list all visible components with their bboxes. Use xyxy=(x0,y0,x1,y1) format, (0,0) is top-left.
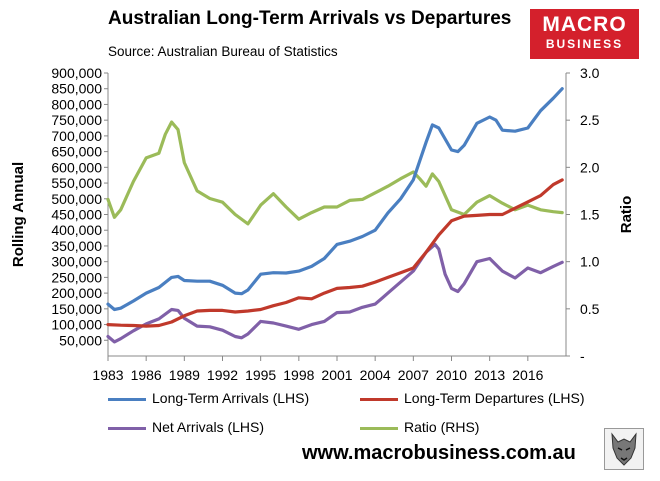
legend-item-departures: Long-Term Departures (LHS) xyxy=(360,390,585,406)
x-tick-label: 2004 xyxy=(360,367,391,383)
legend-item-ratio: Ratio (RHS) xyxy=(360,419,479,435)
y2-axis-title: Ratio xyxy=(618,196,635,234)
series-line-arrivals xyxy=(106,87,564,312)
x-tick-label: 2010 xyxy=(436,367,467,383)
series-line-ratio xyxy=(106,120,564,226)
x-tick-label: 1992 xyxy=(207,367,238,383)
y-tick-label: 750,000 xyxy=(51,112,102,128)
x-tick-label: 2007 xyxy=(398,367,429,383)
y-tick-label: 400,000 xyxy=(51,222,102,238)
y-tick-label: 200,000 xyxy=(51,285,102,301)
x-tick-label: 1995 xyxy=(245,367,276,383)
x-tick-label: 1989 xyxy=(169,367,200,383)
legend-label-arrivals: Long-Term Arrivals (LHS) xyxy=(152,390,310,406)
legend-label-net: Net Arrivals (LHS) xyxy=(152,419,265,435)
series-line-net xyxy=(106,242,564,344)
x-tick-label: 1986 xyxy=(131,367,162,383)
y-tick-label: 50,000 xyxy=(59,332,102,348)
legend-swatch-arrivals xyxy=(108,397,146,401)
legend-swatch-departures xyxy=(360,397,398,401)
legend-swatch-ratio xyxy=(360,426,398,430)
y2-tick-label: 2.0 xyxy=(580,159,600,175)
legend-item-arrivals: Long-Term Arrivals (LHS) xyxy=(108,390,309,406)
website-url[interactable]: www.macrobusiness.com.au xyxy=(302,442,576,464)
legend-swatch-net xyxy=(108,426,146,430)
wolf-logo-icon xyxy=(604,428,644,470)
x-tick-label: 1983 xyxy=(92,367,123,383)
y2-tick-label: 0.5 xyxy=(580,301,600,317)
y2-tick-label: 1.5 xyxy=(580,207,600,223)
x-tick-label: 2001 xyxy=(321,367,352,383)
y-tick-label: 250,000 xyxy=(51,269,102,285)
legend-item-net: Net Arrivals (LHS) xyxy=(108,419,264,435)
y-tick-label: 150,000 xyxy=(51,301,102,317)
y-tick-label: 650,000 xyxy=(51,144,102,160)
y-tick-label: 800,000 xyxy=(51,96,102,112)
y-tick-label: 300,000 xyxy=(51,254,102,270)
y2-tick-label: 2.5 xyxy=(580,112,600,128)
y-tick-label: 850,000 xyxy=(51,81,102,97)
macrobusiness-logo: MACRO BUSINESS xyxy=(530,9,639,59)
y-axis-title: Rolling Annual xyxy=(10,162,27,267)
y-tick-label: 600,000 xyxy=(51,159,102,175)
y-tick-label: 350,000 xyxy=(51,238,102,254)
series-line-departures xyxy=(106,178,564,328)
y-tick-label: 550,000 xyxy=(51,175,102,191)
y-tick-label: 450,000 xyxy=(51,207,102,223)
y-tick-label: 700,000 xyxy=(51,128,102,144)
y2-tick-label: 3.0 xyxy=(580,65,600,81)
y2-tick-label: 1.0 xyxy=(580,254,600,270)
logo-line-2: BUSINESS xyxy=(545,37,624,51)
logo-line-1: MACRO xyxy=(542,13,627,36)
y-tick-label: 900,000 xyxy=(51,65,102,81)
y2-tick-label: - xyxy=(580,348,585,364)
y-tick-label: 500,000 xyxy=(51,191,102,207)
y-tick-label: 100,000 xyxy=(51,317,102,333)
x-tick-label: 2016 xyxy=(512,367,543,383)
legend-label-ratio: Ratio (RHS) xyxy=(404,419,480,435)
legend-label-departures: Long-Term Departures (LHS) xyxy=(404,390,585,406)
chart-subtitle: Source: Australian Bureau of Statistics xyxy=(108,44,338,59)
x-tick-label: 1998 xyxy=(283,367,314,383)
chart-title: Australian Long-Term Arrivals vs Departu… xyxy=(108,8,512,29)
x-tick-label: 2013 xyxy=(474,367,505,383)
